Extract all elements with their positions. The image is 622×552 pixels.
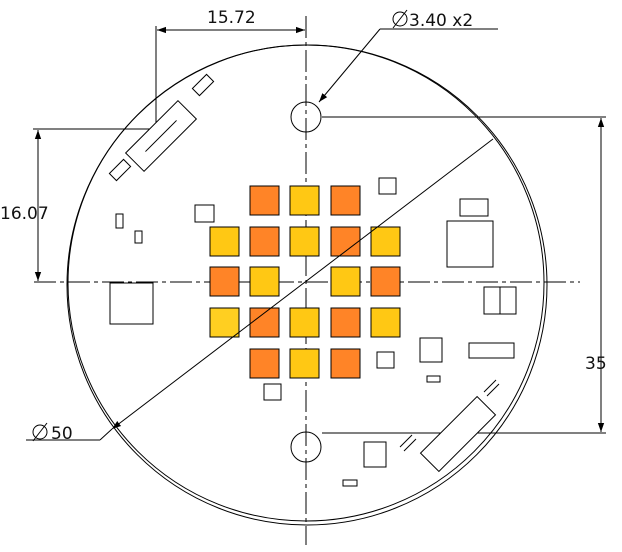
board-diameter-label: 50 (51, 424, 73, 444)
component-bottom-square (363, 441, 387, 468)
board-diameter-dimension: 50 (26, 138, 494, 444)
component-right-small (459, 198, 489, 217)
mounting-hole-top (290, 101, 322, 133)
led-yellow (209, 226, 240, 257)
component-left-small (194, 204, 215, 223)
horizontal-offset-label: 15.72 (207, 8, 256, 28)
led-yellow (289, 185, 320, 216)
connector-top-left (108, 73, 215, 182)
diameter-symbol (392, 9, 408, 29)
vertical-offset-dimension: 16.07 (0, 128, 157, 281)
hole-spacing-label: 35 (585, 354, 607, 374)
led-orange (249, 226, 280, 257)
led-orange (209, 266, 240, 297)
mounting-holes (290, 101, 322, 463)
vertical-offset-label: 16.07 (0, 204, 49, 224)
led-yellow (330, 266, 361, 297)
led-orange (330, 307, 361, 338)
led-yellow (209, 307, 240, 338)
component-right-wide (468, 342, 515, 359)
center-lines (34, 16, 580, 545)
component-capacitor (499, 286, 517, 315)
led-orange (370, 266, 401, 297)
horizontal-offset-dimension: 15.72 (155, 8, 305, 130)
component-left-large (109, 282, 154, 325)
led-array (209, 185, 401, 379)
component-capacitor (483, 286, 501, 315)
led-orange (330, 348, 361, 379)
component-bottom-small (376, 351, 395, 369)
connector-bottom-right (399, 379, 500, 473)
led-yellow (249, 266, 280, 297)
hole-diameter-label: 3.40 x2 (409, 11, 473, 31)
component-resistor (426, 375, 441, 383)
component-right-large (446, 220, 494, 268)
component-right-mid (419, 337, 443, 363)
components (109, 177, 517, 487)
diameter-symbol (32, 422, 48, 442)
led-orange (330, 185, 361, 216)
led-yellow (289, 226, 320, 257)
component-resistor (342, 479, 358, 487)
led-orange (249, 185, 280, 216)
component-resistor (134, 230, 143, 244)
mounting-hole-bottom (290, 431, 322, 463)
hole-diameter-dimension: 3.40 x2 (318, 9, 498, 103)
led-orange (249, 348, 280, 379)
led-yellow (289, 348, 320, 379)
component-resistor (115, 213, 124, 229)
component-top-small (378, 177, 397, 195)
led-yellow (370, 226, 401, 257)
led-yellow (289, 307, 320, 338)
led-yellow (370, 307, 401, 338)
component-bottom-left (263, 383, 282, 401)
hole-spacing-dimension: 35 (322, 116, 607, 434)
